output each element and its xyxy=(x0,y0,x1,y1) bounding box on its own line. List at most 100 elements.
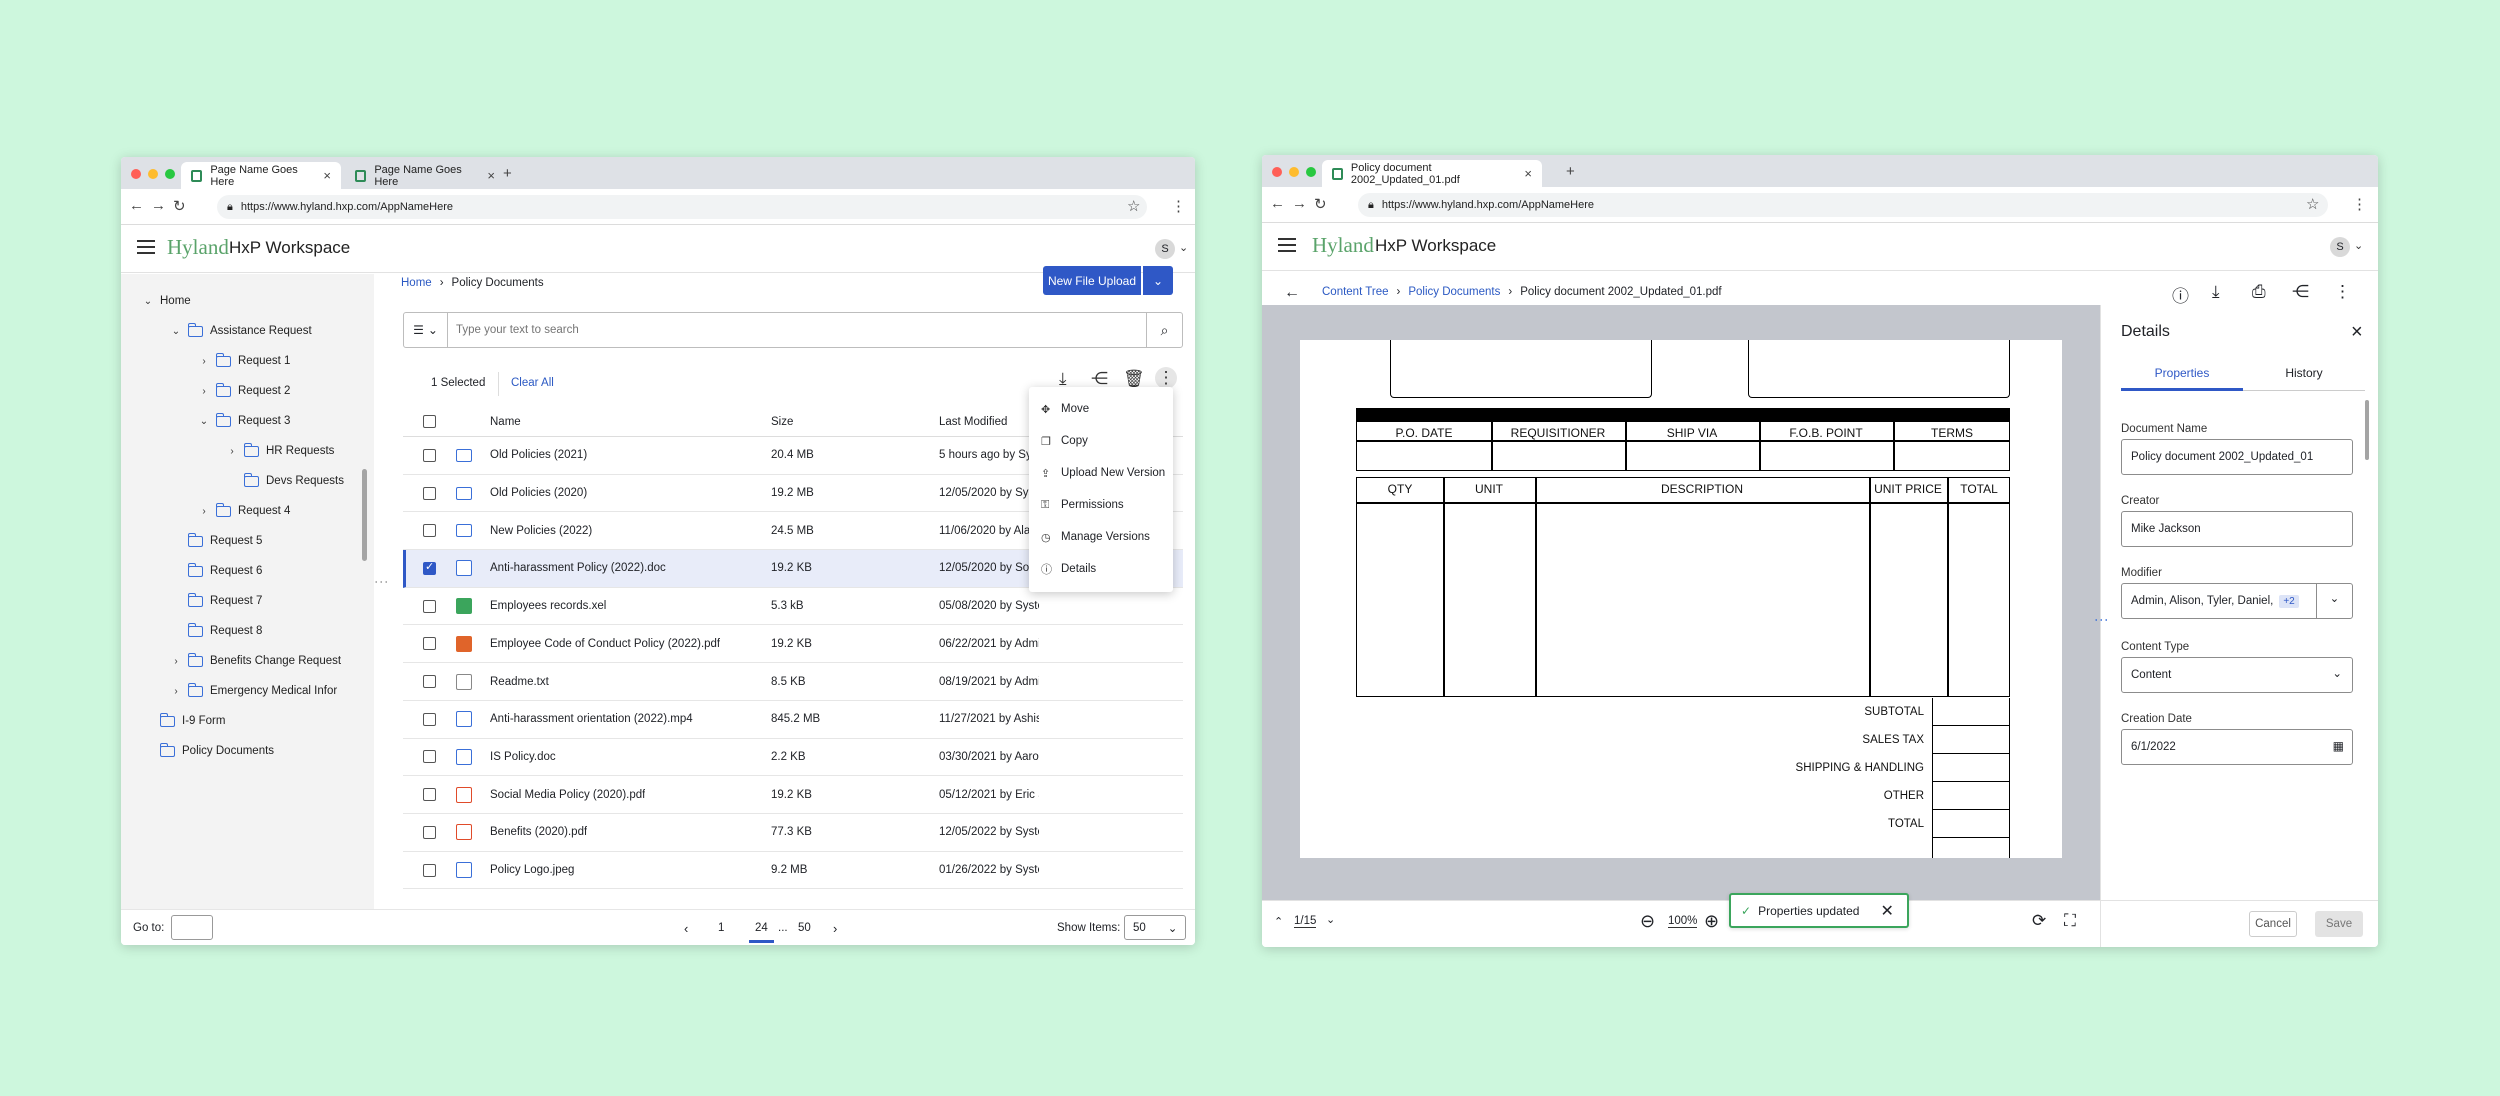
download-icon[interactable]: ⤓ xyxy=(1059,369,1067,388)
table-row[interactable]: Anti-harassment orientation (2022).mp4 8… xyxy=(403,700,1183,739)
chevron-up-icon[interactable]: ⌃ xyxy=(1274,916,1284,928)
hamburger-menu-icon[interactable] xyxy=(1278,238,1296,252)
cancel-button[interactable]: Cancel xyxy=(2249,911,2297,937)
row-checkbox[interactable] xyxy=(423,701,436,738)
avatar[interactable]: S xyxy=(2330,237,2350,257)
creation-date-field[interactable]: 6/1/2022 ▦ xyxy=(2121,729,2353,765)
page-link-current[interactable]: 24 xyxy=(749,922,774,943)
tree-item[interactable]: I-9 Form xyxy=(143,710,225,732)
file-name-cell[interactable]: Anti-harassment Policy (2022).doc xyxy=(456,550,666,587)
next-page-icon[interactable]: › xyxy=(833,921,838,936)
document-name-field[interactable]: Policy document 2002_Updated_01 xyxy=(2121,439,2353,475)
file-name-cell[interactable]: Policy Logo.jpeg xyxy=(456,852,574,889)
tree-expand-icon[interactable]: › xyxy=(174,685,178,697)
browser-tab-1[interactable]: Policy document 2002_Updated_01.pdf × xyxy=(1322,160,1542,187)
close-window-button[interactable] xyxy=(1272,167,1282,177)
page-link[interactable]: 1 xyxy=(718,922,725,934)
tree-item[interactable]: › Request 2 xyxy=(199,380,290,402)
calendar-icon[interactable]: ▦ xyxy=(2332,739,2344,753)
content-type-select[interactable]: Content ⌄ xyxy=(2121,657,2353,693)
tree-item[interactable]: › HR Requests xyxy=(227,440,334,462)
page-link[interactable]: 50 xyxy=(798,922,811,934)
tree-expand-icon[interactable]: › xyxy=(202,505,206,517)
rotate-icon[interactable]: ⟳ xyxy=(2032,911,2047,930)
column-header-size[interactable]: Size xyxy=(771,415,794,428)
tree-expand-icon[interactable]: ⌄ xyxy=(171,325,181,337)
search-button[interactable]: ⌕ xyxy=(1146,313,1182,347)
clear-all-link[interactable]: Clear All xyxy=(511,377,554,389)
url-field[interactable]: 🔒︎ https://www.hyland.hxp.com/AppNameHer… xyxy=(1358,193,2328,217)
file-name-cell[interactable]: New Policies (2022) xyxy=(456,512,592,549)
prev-page-icon[interactable]: ‹ xyxy=(684,921,689,936)
row-checkbox[interactable] xyxy=(423,776,436,813)
new-file-upload-button[interactable]: New File Upload xyxy=(1043,266,1141,295)
zoom-level[interactable]: 100% xyxy=(1668,915,1698,928)
close-tab-icon[interactable]: × xyxy=(487,168,495,183)
trash-icon[interactable]: 🗑︎ xyxy=(1123,369,1145,388)
table-row[interactable]: Readme.txt 8.5 KB 08/19/2021 by Admin xyxy=(403,663,1183,701)
search-input[interactable] xyxy=(456,319,1116,341)
bookmark-star-icon[interactable]: ☆ xyxy=(1127,198,1141,215)
table-row[interactable]: Employee Code of Conduct Policy (2022).p… xyxy=(403,625,1183,664)
tree-item[interactable]: ⌄ Home xyxy=(143,290,191,312)
back-arrow-icon[interactable]: ← xyxy=(1270,195,1285,212)
row-checkbox[interactable] xyxy=(423,550,436,587)
file-name-cell[interactable]: Anti-harassment orientation (2022).mp4 xyxy=(456,701,693,738)
row-checkbox[interactable] xyxy=(423,852,436,889)
tree-expand-icon[interactable]: ⌄ xyxy=(199,415,209,427)
forward-arrow-icon[interactable]: → xyxy=(151,197,166,214)
tree-item[interactable]: Request 8 xyxy=(171,620,262,642)
tree-expand-icon[interactable]: › xyxy=(202,385,206,397)
info-icon[interactable]: ⓘ xyxy=(2172,287,2189,306)
reload-icon[interactable]: ↻ xyxy=(1314,196,1327,213)
tree-item[interactable]: Policy Documents xyxy=(143,740,274,762)
menu-item-upload-new-version[interactable]: ⇪ Upload New Version xyxy=(1029,457,1173,489)
row-checkbox[interactable] xyxy=(423,437,436,474)
zoom-out-icon[interactable]: ⊖ xyxy=(1640,911,1656,931)
new-tab-button[interactable]: + xyxy=(503,165,512,182)
select-all-checkbox[interactable] xyxy=(423,407,436,436)
file-name-cell[interactable]: Old Policies (2020) xyxy=(456,475,587,512)
new-tab-button[interactable]: + xyxy=(1566,163,1575,180)
hamburger-menu-icon[interactable] xyxy=(137,240,155,254)
bookmark-star-icon[interactable]: ☆ xyxy=(2306,196,2320,213)
goto-page-input[interactable] xyxy=(171,915,213,940)
file-name-cell[interactable]: Employee Code of Conduct Policy (2022).p… xyxy=(456,626,720,663)
tree-item[interactable]: Request 7 xyxy=(171,590,262,612)
breadcrumb-home[interactable]: Home xyxy=(401,277,432,289)
chevron-down-icon[interactable]: ⌄ xyxy=(1326,914,1336,926)
tree-expand-icon[interactable]: › xyxy=(230,445,234,457)
row-checkbox[interactable] xyxy=(423,663,436,700)
page-indicator[interactable]: 1/15 xyxy=(1294,915,1317,928)
share-icon[interactable]: ⋲ xyxy=(1091,369,1108,388)
more-actions-icon[interactable]: ⋮ xyxy=(2334,282,2351,301)
modifier-more-chip[interactable]: +2 xyxy=(2279,594,2299,608)
tree-item[interactable]: › Benefits Change Request xyxy=(171,650,341,672)
search-filter-dropdown[interactable]: ☰ ⌄ xyxy=(404,313,448,347)
tree-item[interactable]: Devs Requests xyxy=(227,470,344,492)
tree-item[interactable]: › Request 1 xyxy=(199,350,290,372)
tree-item[interactable]: ⌄ Request 3 xyxy=(199,410,290,432)
row-checkbox[interactable] xyxy=(423,475,436,512)
minimize-window-button[interactable] xyxy=(1289,167,1299,177)
menu-item-permissions[interactable]: ⚿ Permissions xyxy=(1029,489,1173,521)
file-name-cell[interactable]: IS Policy.doc xyxy=(456,739,556,776)
table-row[interactable]: IS Policy.doc 2.2 KB 03/30/2021 by Aaron… xyxy=(403,738,1183,777)
sidebar-scrollbar[interactable] xyxy=(362,469,367,561)
close-tab-icon[interactable]: × xyxy=(1524,166,1532,181)
close-tab-icon[interactable]: × xyxy=(323,168,331,183)
save-button[interactable]: Save xyxy=(2315,911,2363,937)
tree-item[interactable]: Request 6 xyxy=(171,560,262,582)
upload-options-dropdown[interactable]: ⌄ xyxy=(1143,266,1173,295)
row-checkbox[interactable] xyxy=(423,739,436,776)
file-name-cell[interactable]: Employees records.xel xyxy=(456,588,606,625)
url-field[interactable]: 🔒︎ https://www.hyland.hxp.com/AppNameHer… xyxy=(217,195,1147,219)
back-arrow-icon[interactable]: ← xyxy=(1284,284,1300,301)
tree-expand-icon[interactable]: › xyxy=(174,655,178,667)
table-row[interactable]: Employees records.xel 5.3 kB 05/08/2020 … xyxy=(403,587,1183,626)
chevron-down-icon[interactable]: ⌄ xyxy=(2354,240,2364,252)
back-arrow-icon[interactable]: ← xyxy=(129,197,144,214)
tree-item[interactable]: ⌄ Assistance Request xyxy=(171,320,312,342)
column-header-last-modified[interactable]: Last Modified xyxy=(939,415,1008,428)
tree-item[interactable]: › Request 4 xyxy=(199,500,290,522)
